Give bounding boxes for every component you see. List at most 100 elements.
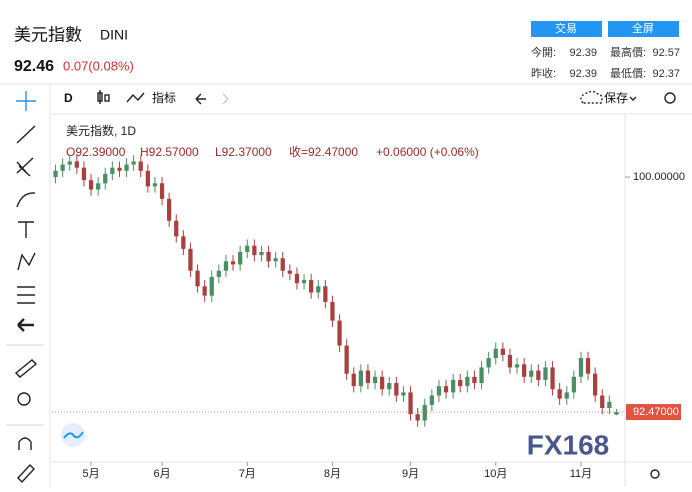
candle-body bbox=[472, 376, 477, 384]
candle-body bbox=[252, 245, 257, 256]
axis-settings[interactable] bbox=[650, 469, 660, 479]
candle-body bbox=[209, 276, 214, 296]
candle-body bbox=[301, 280, 307, 284]
candle-body bbox=[287, 270, 292, 274]
legend-change: +0.06000 (+0.06%) bbox=[376, 145, 479, 159]
last-price-label: 92.47000 bbox=[633, 406, 679, 418]
candle-body bbox=[465, 376, 470, 387]
candle-body bbox=[607, 401, 612, 409]
candle-body bbox=[458, 379, 463, 387]
x-tick-label: 11月 bbox=[570, 468, 592, 480]
candle-body bbox=[493, 348, 498, 359]
title: 美元指數 bbox=[14, 25, 82, 44]
candle-body bbox=[479, 367, 484, 384]
candle-body bbox=[529, 370, 534, 377]
candle-body bbox=[436, 386, 442, 396]
candle-body bbox=[564, 392, 569, 399]
settings-icon[interactable] bbox=[664, 92, 676, 104]
cloud-icon[interactable] bbox=[580, 90, 603, 104]
symbol: DINI bbox=[100, 27, 128, 43]
candle-body bbox=[443, 386, 449, 393]
candle-body bbox=[259, 251, 264, 256]
candle-body bbox=[74, 161, 79, 168]
candle-body bbox=[344, 345, 349, 374]
candle-body bbox=[110, 167, 115, 174]
candle-body bbox=[387, 383, 392, 390]
fullscreen-label[interactable]: 全屏 bbox=[632, 21, 654, 35]
save-caret[interactable] bbox=[629, 96, 637, 101]
x-tick-label: 6月 bbox=[153, 468, 170, 480]
brush-tool[interactable] bbox=[16, 192, 36, 208]
quote-value: 92.37 bbox=[652, 68, 680, 80]
back-tool[interactable] bbox=[17, 318, 34, 332]
candle-body bbox=[358, 370, 363, 387]
candle-body bbox=[245, 245, 250, 252]
candle-body bbox=[543, 367, 548, 380]
candle-body bbox=[394, 383, 399, 396]
fib-tool[interactable] bbox=[16, 157, 34, 177]
candle-body bbox=[88, 180, 94, 190]
save[interactable]: 保存 bbox=[604, 91, 628, 105]
candle-body bbox=[188, 248, 193, 271]
watermark: FX168 bbox=[527, 429, 610, 460]
candle-body bbox=[230, 261, 236, 265]
indicator-icon[interactable] bbox=[126, 92, 145, 103]
prediction-tool[interactable] bbox=[17, 286, 35, 304]
quote-label: 昨收: bbox=[531, 66, 556, 80]
candle-body bbox=[614, 412, 619, 415]
x-tick-label: 5月 bbox=[82, 468, 99, 480]
candle-body bbox=[138, 161, 143, 171]
candle-body bbox=[571, 376, 576, 393]
candle-body bbox=[202, 286, 207, 296]
undo-icon[interactable] bbox=[195, 93, 206, 105]
magnet-tool[interactable] bbox=[18, 437, 32, 450]
last-price-tag bbox=[626, 404, 681, 421]
legend-close: 收=92.47000 bbox=[289, 145, 358, 159]
candle-body bbox=[451, 379, 456, 393]
line-tool[interactable] bbox=[16, 125, 36, 144]
text-tool[interactable] bbox=[18, 221, 34, 238]
candle-body bbox=[96, 183, 101, 190]
quote-value: 92.39 bbox=[569, 68, 597, 80]
candle-body bbox=[585, 358, 591, 374]
indicators[interactable]: 指标 bbox=[152, 90, 176, 105]
pattern-tool[interactable] bbox=[17, 252, 36, 271]
candle-body bbox=[522, 364, 527, 377]
x-tick-label: 9月 bbox=[402, 468, 419, 480]
candle-body bbox=[152, 183, 158, 187]
candle-body bbox=[500, 348, 505, 355]
zoom-tool[interactable] bbox=[17, 392, 31, 406]
candle-body bbox=[273, 258, 278, 262]
candle-body bbox=[67, 161, 72, 165]
candle-body bbox=[578, 358, 584, 377]
x-tick-label: 8月 bbox=[324, 468, 341, 480]
candle-body bbox=[238, 251, 243, 265]
ruler-tool[interactable] bbox=[14, 359, 38, 378]
toolbar-left bbox=[6, 91, 44, 484]
y-tick-label: 100.00000 bbox=[633, 171, 685, 183]
interval[interactable]: D bbox=[64, 91, 73, 105]
candle-body bbox=[408, 392, 413, 415]
candle-icon[interactable] bbox=[97, 90, 110, 104]
candle-body bbox=[181, 236, 186, 249]
quote-value: 92.39 bbox=[569, 47, 597, 59]
quote-label: 最低價: bbox=[610, 66, 646, 80]
candle-body bbox=[131, 161, 136, 165]
fullscreen-button[interactable] bbox=[608, 21, 679, 37]
candle-body bbox=[550, 367, 555, 390]
candle-body bbox=[53, 170, 58, 178]
candle-body bbox=[486, 358, 491, 368]
crosshair-tool[interactable] bbox=[16, 91, 36, 111]
candle-body bbox=[266, 251, 271, 262]
candle-body bbox=[507, 354, 513, 368]
candle-body bbox=[60, 164, 65, 171]
quote-label: 今開: bbox=[531, 45, 556, 59]
candle-body bbox=[195, 270, 200, 287]
candle-body bbox=[81, 167, 87, 181]
plot: 100.00000 5月 6月 7月 8月 9月 10月 11月 92.47000 bbox=[52, 155, 685, 480]
trade-label[interactable]: 交易 bbox=[555, 21, 577, 35]
candle-body bbox=[323, 286, 328, 302]
lock-tool[interactable] bbox=[17, 463, 35, 484]
trade-button[interactable] bbox=[531, 21, 602, 37]
